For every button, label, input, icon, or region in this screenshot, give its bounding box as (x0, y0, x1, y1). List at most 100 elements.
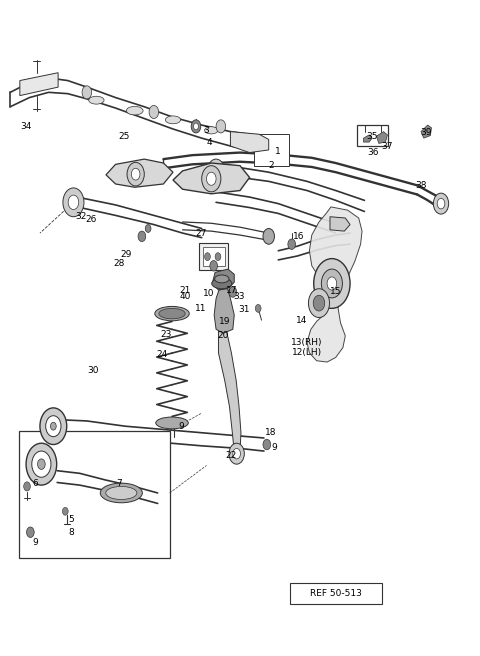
Circle shape (191, 120, 201, 133)
Text: 30: 30 (87, 366, 98, 375)
Text: 10: 10 (203, 289, 215, 298)
Ellipse shape (106, 486, 137, 499)
Circle shape (233, 449, 240, 459)
Circle shape (204, 253, 210, 260)
Text: 11: 11 (195, 304, 206, 313)
Polygon shape (106, 159, 173, 187)
Circle shape (170, 417, 178, 428)
Circle shape (216, 120, 226, 133)
Polygon shape (307, 207, 362, 362)
Text: 38: 38 (415, 181, 427, 190)
Polygon shape (20, 73, 58, 96)
Text: 22: 22 (226, 451, 237, 460)
Circle shape (437, 198, 445, 209)
Text: 29: 29 (120, 250, 132, 259)
Ellipse shape (126, 106, 143, 115)
Text: 20: 20 (217, 331, 229, 340)
Text: 23: 23 (160, 330, 171, 339)
Text: 5: 5 (69, 515, 74, 523)
Circle shape (50, 422, 56, 430)
Polygon shape (363, 135, 372, 142)
Bar (199, 243, 228, 270)
Text: 25: 25 (119, 133, 130, 141)
Polygon shape (421, 125, 432, 138)
Bar (254, 134, 289, 166)
Circle shape (26, 527, 34, 537)
Circle shape (62, 507, 68, 515)
Ellipse shape (165, 116, 180, 124)
Text: 7: 7 (117, 480, 122, 488)
Ellipse shape (100, 483, 143, 502)
Ellipse shape (156, 417, 188, 429)
Text: 27: 27 (195, 228, 206, 237)
Text: REF 50-513: REF 50-513 (310, 588, 361, 598)
Circle shape (32, 451, 51, 478)
Circle shape (24, 482, 30, 491)
Ellipse shape (155, 306, 189, 321)
Text: 32: 32 (75, 213, 87, 221)
Text: 18: 18 (265, 428, 277, 438)
Circle shape (138, 231, 146, 241)
Ellipse shape (212, 278, 232, 289)
Text: 19: 19 (219, 317, 230, 326)
Circle shape (314, 258, 350, 308)
Circle shape (288, 239, 296, 249)
Ellipse shape (159, 308, 185, 319)
Circle shape (229, 443, 244, 464)
Text: 8: 8 (69, 527, 74, 537)
Circle shape (212, 165, 220, 176)
FancyBboxPatch shape (290, 583, 382, 604)
Text: 31: 31 (238, 305, 250, 314)
Text: 14: 14 (296, 316, 307, 325)
Text: 17: 17 (226, 285, 237, 295)
Circle shape (40, 408, 67, 445)
Ellipse shape (204, 127, 218, 134)
Circle shape (202, 166, 221, 192)
Circle shape (37, 459, 45, 470)
Circle shape (215, 253, 221, 260)
Text: 12(LH): 12(LH) (292, 348, 322, 358)
Polygon shape (330, 216, 350, 231)
Text: 15: 15 (330, 287, 341, 297)
Circle shape (263, 228, 275, 244)
Circle shape (26, 443, 57, 485)
Circle shape (127, 163, 144, 186)
Text: 9: 9 (179, 422, 184, 431)
Circle shape (263, 440, 271, 450)
Polygon shape (218, 331, 241, 453)
Text: 6: 6 (32, 480, 38, 488)
Text: 16: 16 (293, 232, 304, 241)
Text: 4: 4 (206, 138, 212, 146)
Polygon shape (376, 132, 387, 144)
Bar (357, 125, 388, 146)
Polygon shape (230, 132, 269, 153)
Text: 37: 37 (382, 142, 393, 150)
Circle shape (193, 123, 198, 130)
Text: 26: 26 (85, 215, 96, 224)
Text: 34: 34 (20, 122, 31, 131)
Polygon shape (212, 269, 234, 290)
Bar (19, 431, 169, 558)
Text: 9: 9 (32, 538, 38, 547)
Text: 24: 24 (157, 350, 168, 359)
Polygon shape (214, 289, 234, 333)
Circle shape (145, 224, 151, 232)
Text: 36: 36 (367, 148, 379, 157)
Circle shape (327, 277, 336, 290)
Text: 40: 40 (179, 292, 191, 301)
Text: 21: 21 (179, 285, 191, 295)
Circle shape (255, 304, 261, 312)
Ellipse shape (215, 275, 229, 283)
Bar (203, 247, 225, 266)
Circle shape (149, 106, 158, 119)
Circle shape (433, 193, 449, 214)
Circle shape (229, 287, 237, 297)
Circle shape (206, 173, 216, 185)
Text: 1: 1 (276, 147, 281, 155)
Polygon shape (173, 163, 250, 194)
Circle shape (63, 188, 84, 216)
Text: 39: 39 (420, 129, 432, 137)
Circle shape (207, 159, 225, 182)
Circle shape (210, 260, 217, 271)
Ellipse shape (89, 96, 104, 104)
